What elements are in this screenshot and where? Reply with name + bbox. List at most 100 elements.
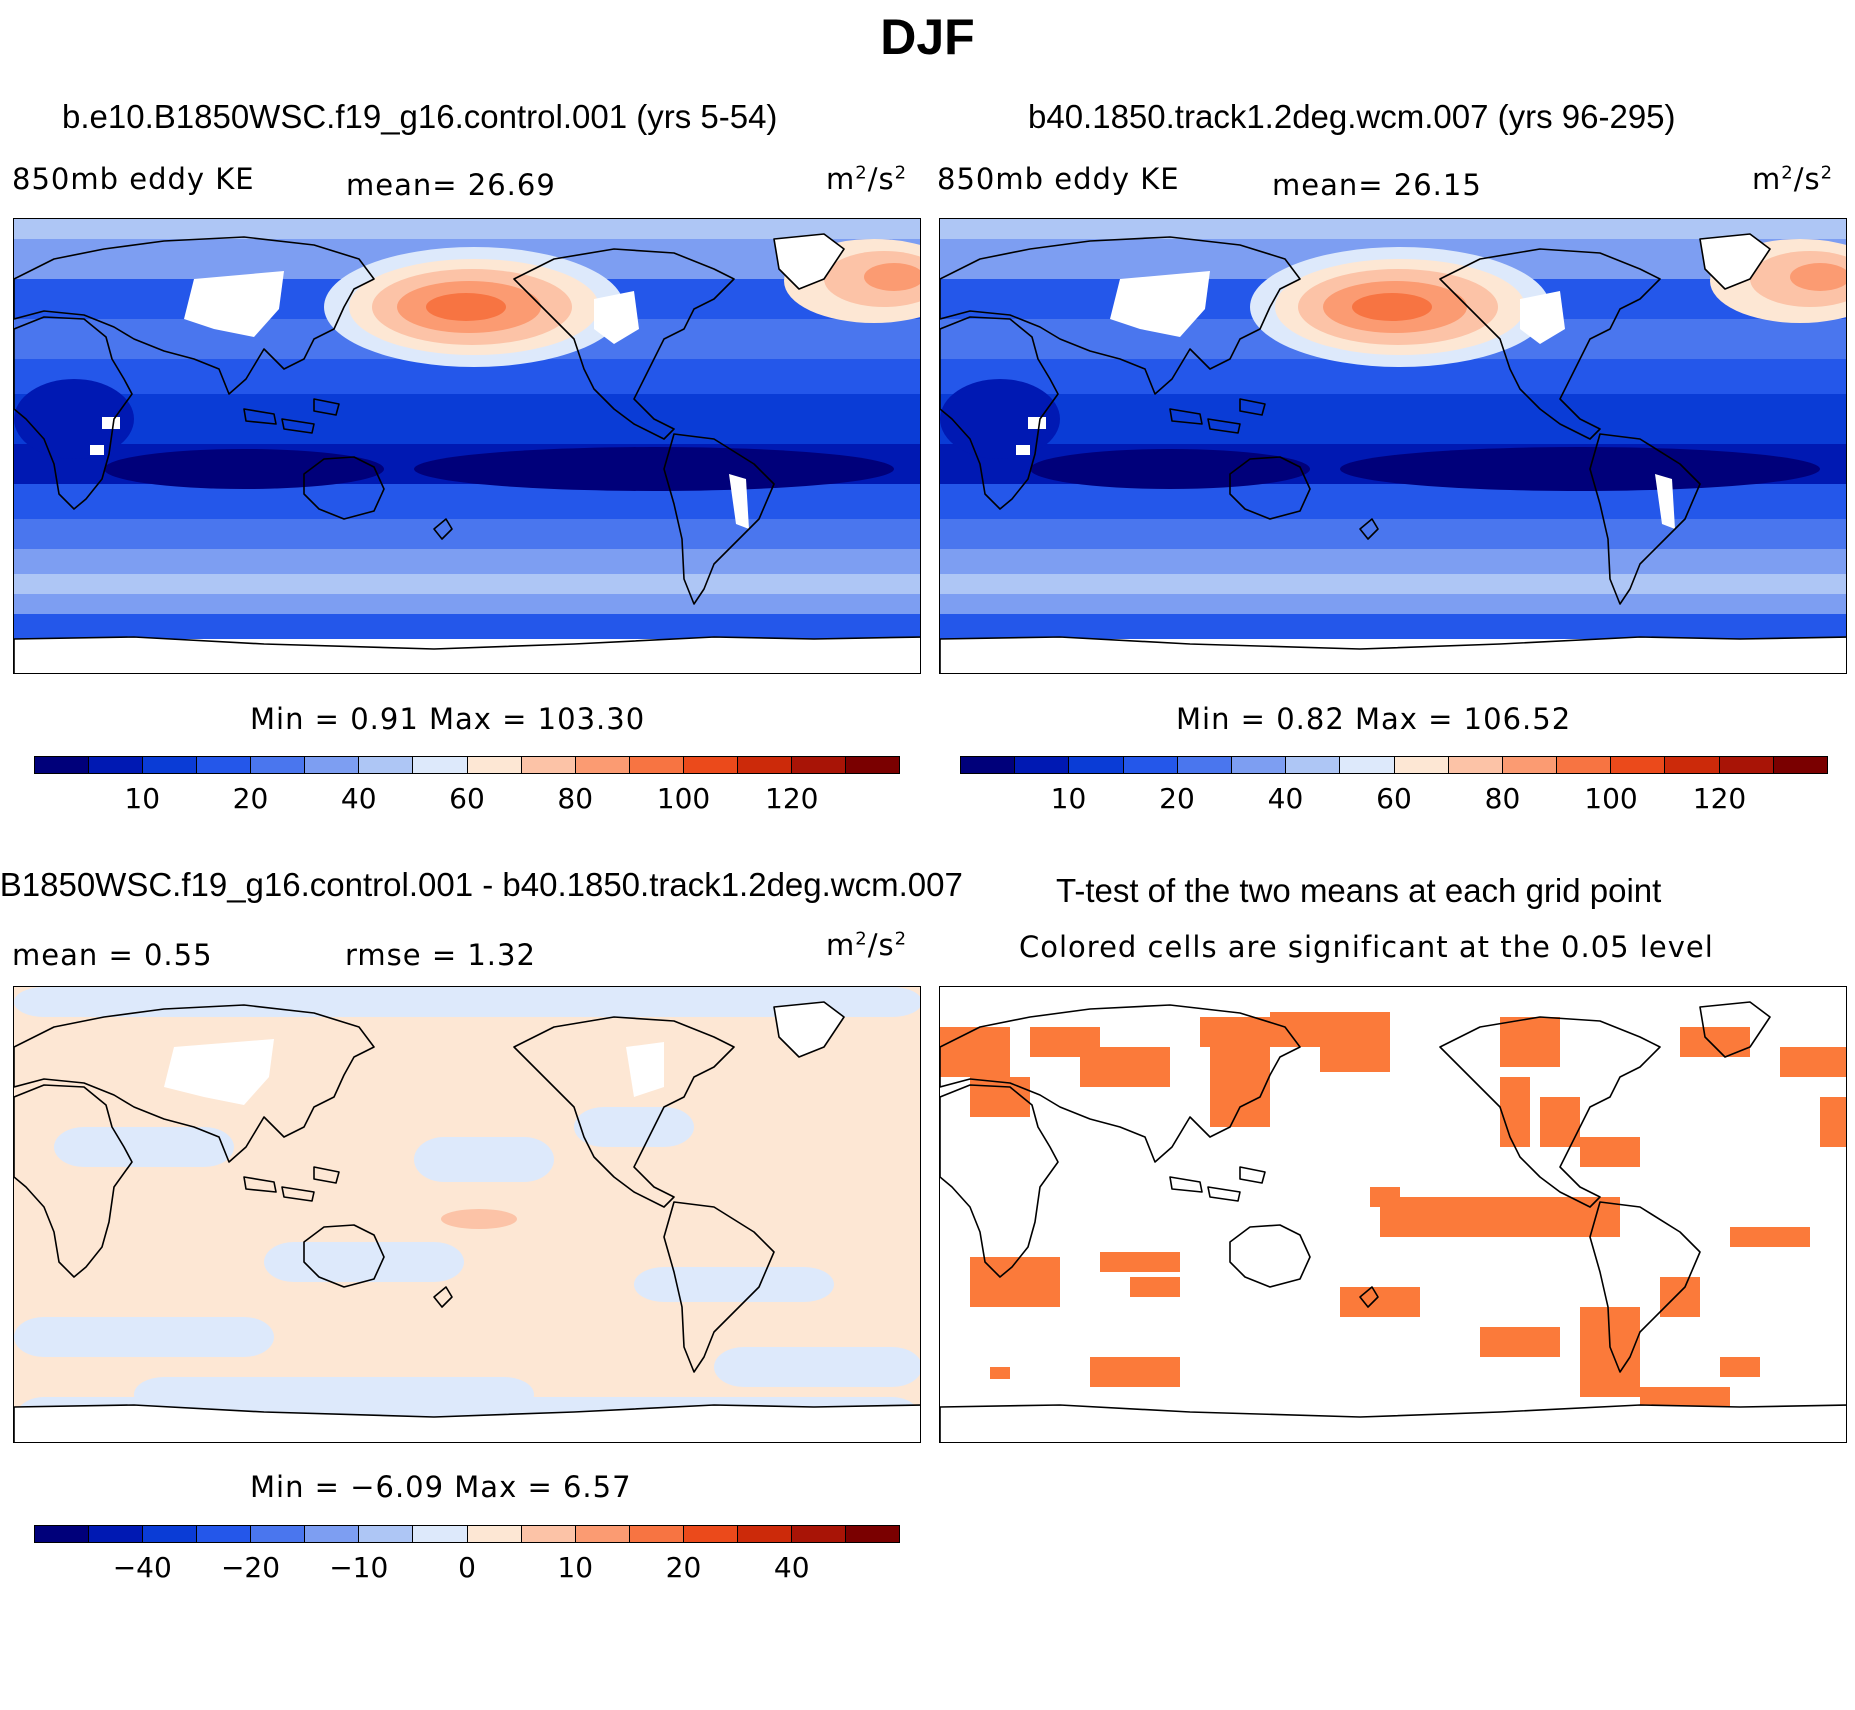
- colorbar-swatch-11: [629, 1526, 684, 1542]
- colorbar-swatch-4: [1177, 757, 1232, 773]
- field-band-9: [940, 549, 1846, 574]
- diff-negative-1: [54, 1127, 234, 1167]
- colorbar-swatch-1: [89, 1526, 144, 1542]
- coastline-0: [940, 316, 1059, 510]
- panel2-units: m2/s2: [1752, 162, 1834, 196]
- colorbar-swatch-4: [251, 757, 306, 773]
- npac-track-5: [1352, 293, 1432, 321]
- colorbar-swatch-8: [467, 1526, 522, 1542]
- diff-positive-max: [441, 1209, 517, 1229]
- coastline-1: [14, 1004, 375, 1163]
- coastline-7: [940, 1404, 1846, 1442]
- rockies-mask: [594, 291, 639, 344]
- tropical-core: [414, 447, 894, 491]
- colorbar-swatch-8: [1394, 757, 1449, 773]
- panel4-title: T-test of the two means at each grid poi…: [1056, 872, 1662, 909]
- coastline-8: [1169, 1176, 1203, 1193]
- coastline-3: [1359, 518, 1379, 540]
- colorbar-tick-label: 120: [765, 782, 819, 815]
- colorbar-swatch-5: [305, 1526, 360, 1542]
- colorbar-swatch-11: [1557, 757, 1612, 773]
- africa-mask-1: [1028, 417, 1046, 429]
- diff-negative-7: [714, 1347, 920, 1387]
- significant-cells-15: [1380, 1197, 1620, 1237]
- significant-cells-14: [1820, 1097, 1846, 1147]
- africa-mask-2: [1016, 445, 1030, 455]
- tropical-core: [1340, 447, 1820, 491]
- coastline-10: [1239, 1166, 1266, 1184]
- coastline-2: [303, 456, 385, 520]
- colorbar-swatch-6: [359, 757, 414, 773]
- colorbar-swatch-11: [629, 757, 684, 773]
- coastline-0: [14, 1084, 133, 1278]
- diff-negative-3: [574, 1107, 694, 1147]
- coastline-3: [433, 518, 453, 540]
- colorbar-tick-label: 40: [773, 1551, 810, 1584]
- colorbar-swatch-7: [1340, 757, 1395, 773]
- significant-cells-9: [1500, 1077, 1530, 1147]
- field-band-9: [14, 549, 920, 574]
- colorbar-tick-label: 40: [340, 782, 377, 815]
- panel2-mean-label: mean= 26.15: [1272, 168, 1482, 202]
- panel2-min-max: Min = 0.82 Max = 106.52: [1176, 702, 1572, 736]
- colorbar-swatch-1: [1015, 757, 1070, 773]
- coastline-6: [1589, 1201, 1701, 1373]
- coastline-9: [1207, 418, 1241, 434]
- field-band-12: [940, 614, 1846, 639]
- field-band-5: [14, 394, 920, 444]
- diff-negative-2: [414, 1137, 554, 1182]
- colorbar-swatch-9: [521, 757, 576, 773]
- field-band-11: [940, 594, 1846, 614]
- panel2-title: b40.1850.track1.2deg.wcm.007 (yrs 96-295…: [1028, 98, 1676, 135]
- panel3-title: b.e10.B1850WSC.f19_g16.control.001 - b40…: [0, 866, 963, 903]
- significant-cells-17: [1100, 1252, 1180, 1272]
- colorbar-swatch-14: [1719, 757, 1774, 773]
- diff-negative-6: [14, 1317, 274, 1357]
- panel1-min-max: Min = 0.91 Max = 103.30: [250, 702, 646, 736]
- colorbar-swatch-2: [143, 1526, 198, 1542]
- africa-mask-2: [90, 445, 104, 455]
- coastline-2: [1229, 1224, 1311, 1288]
- colorbar-swatch-12: [1611, 757, 1666, 773]
- colorbar-tick-label: 20: [232, 782, 269, 815]
- colorbar-tick-label: 0: [458, 1551, 476, 1584]
- panel3-min-max: Min = −6.09 Max = 6.57: [250, 1470, 632, 1504]
- colorbar-swatch-10: [575, 757, 630, 773]
- significant-cells-23: [1660, 1277, 1700, 1317]
- panel3-difference-plot: [14, 987, 920, 1442]
- field-band-0: [940, 219, 1846, 239]
- colorbar-swatch-15: [845, 757, 899, 773]
- colorbar-swatch-3: [197, 757, 252, 773]
- coastline-1: [940, 236, 1301, 395]
- coastline-4: [1439, 248, 1661, 440]
- significant-cells-5: [1210, 1047, 1270, 1127]
- colorbar-swatch-3: [1123, 757, 1178, 773]
- panel1-units: m2/s2: [826, 162, 908, 196]
- panel3-units: m2/s2: [826, 928, 908, 962]
- coastline-9: [1207, 1186, 1241, 1202]
- panel1-map: [13, 218, 921, 674]
- panel2-variable-label: 850mb eddy KE: [937, 162, 1180, 196]
- colorbar-swatch-5: [305, 757, 360, 773]
- colorbar-swatch-0: [35, 757, 90, 773]
- andes-mask: [729, 474, 749, 529]
- field-band-7: [940, 484, 1846, 519]
- colorbar-swatch-12: [683, 757, 738, 773]
- significant-cells-3: [1080, 1047, 1170, 1087]
- significant-cells-12: [1680, 1027, 1750, 1057]
- significant-cells-18: [1130, 1277, 1180, 1297]
- significant-cells-8: [1500, 1017, 1560, 1067]
- field-band-10: [940, 574, 1846, 594]
- colorbar-swatch-5: [1231, 757, 1287, 773]
- coastline-4: [1439, 1016, 1661, 1208]
- diff-negative-4: [264, 1242, 464, 1282]
- africa-mask-1: [102, 417, 120, 429]
- significant-cells-13: [1780, 1047, 1846, 1077]
- field-band-11: [14, 594, 920, 614]
- panel1-colorbar: [34, 756, 900, 774]
- colorbar-swatch-13: [737, 1526, 792, 1542]
- panel1-field-plot: [14, 219, 920, 673]
- significant-cells-19: [1370, 1187, 1400, 1207]
- colorbar-swatch-4: [251, 1526, 306, 1542]
- coastline-8: [1169, 408, 1203, 425]
